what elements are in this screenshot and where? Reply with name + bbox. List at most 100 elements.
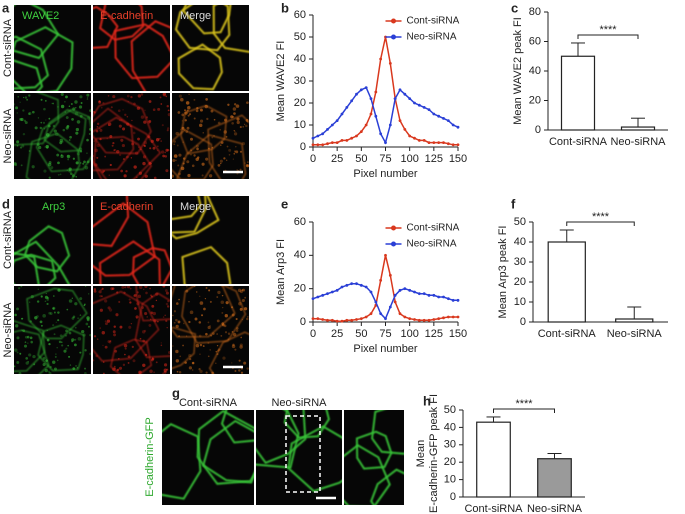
speckle bbox=[23, 96, 25, 99]
cell-outline bbox=[109, 338, 153, 374]
speckle bbox=[102, 344, 104, 347]
y-axis-label: Mean Arp3 peak FI bbox=[497, 226, 509, 319]
data-point bbox=[369, 97, 373, 100]
speckle bbox=[177, 111, 181, 114]
speckle bbox=[226, 145, 229, 148]
speckle bbox=[79, 351, 82, 354]
speckle bbox=[45, 292, 47, 295]
speckle bbox=[65, 95, 68, 99]
speckle bbox=[61, 344, 64, 347]
y-tick-label: 50 bbox=[514, 216, 526, 228]
speckle bbox=[128, 325, 132, 329]
speckle bbox=[86, 318, 90, 322]
speckle bbox=[139, 337, 142, 340]
y-axis-label: Mean WAVE2 peak FI bbox=[512, 17, 524, 125]
speckle bbox=[25, 357, 29, 360]
speckle bbox=[199, 369, 203, 373]
speckle bbox=[42, 363, 46, 367]
speckle bbox=[16, 351, 19, 354]
speckle bbox=[24, 96, 28, 99]
speckle bbox=[242, 288, 246, 292]
data-point bbox=[326, 127, 329, 131]
speckle bbox=[205, 157, 209, 161]
cell-outline bbox=[93, 5, 119, 49]
speckle bbox=[199, 123, 203, 128]
speckle bbox=[74, 302, 78, 306]
x-tick-label: Cont-siRNA bbox=[549, 136, 608, 148]
x-tick-label: 125 bbox=[425, 153, 443, 165]
speckle bbox=[21, 317, 23, 320]
data-line bbox=[313, 255, 458, 322]
speckle bbox=[100, 295, 103, 298]
speckle bbox=[216, 333, 218, 335]
speckle bbox=[72, 315, 76, 319]
speckle bbox=[143, 288, 145, 291]
speckle bbox=[207, 321, 210, 324]
micrograph bbox=[93, 286, 170, 374]
speckle bbox=[59, 141, 63, 145]
speckle bbox=[124, 353, 126, 356]
speckle bbox=[209, 300, 212, 303]
data-point bbox=[437, 317, 441, 321]
speckle bbox=[138, 286, 143, 289]
speckle bbox=[69, 135, 72, 139]
speckle bbox=[54, 355, 57, 358]
speckle bbox=[216, 319, 220, 323]
speckle bbox=[196, 147, 199, 151]
data-point bbox=[417, 318, 421, 322]
speckle bbox=[36, 315, 39, 318]
speckle bbox=[66, 154, 71, 159]
speckle bbox=[99, 308, 103, 312]
speckle bbox=[75, 176, 77, 178]
speckle bbox=[67, 158, 70, 161]
speckle bbox=[93, 288, 97, 291]
cell-outline bbox=[181, 245, 232, 284]
speckle bbox=[68, 105, 71, 108]
speckle bbox=[78, 105, 83, 109]
cell-outline bbox=[14, 59, 44, 91]
speckle bbox=[89, 109, 91, 113]
speckle bbox=[173, 154, 178, 158]
speckle bbox=[104, 320, 107, 323]
speckle bbox=[133, 165, 137, 169]
speckle bbox=[116, 369, 119, 372]
speckle bbox=[123, 174, 127, 178]
speckle bbox=[101, 331, 106, 335]
speckle bbox=[24, 121, 28, 125]
speckle bbox=[88, 293, 90, 295]
speckle bbox=[137, 294, 142, 298]
data-point bbox=[379, 312, 383, 316]
data-point bbox=[384, 253, 387, 257]
speckle bbox=[162, 372, 164, 374]
speckle bbox=[64, 100, 66, 103]
speckle bbox=[68, 331, 72, 335]
speckle bbox=[59, 334, 63, 338]
speckle bbox=[219, 159, 223, 163]
speckle bbox=[227, 332, 231, 336]
cell-outline bbox=[371, 410, 404, 455]
data-point bbox=[427, 108, 431, 111]
data-point bbox=[403, 92, 407, 96]
y-tick-label: 20 bbox=[294, 97, 306, 109]
speckle bbox=[48, 342, 51, 346]
data-point bbox=[345, 106, 349, 109]
speckle bbox=[193, 98, 196, 101]
y-tick-label: 20 bbox=[529, 94, 541, 106]
speckle bbox=[175, 359, 179, 363]
data-point bbox=[340, 319, 344, 323]
data-point bbox=[345, 318, 349, 322]
speckle bbox=[32, 354, 36, 359]
speckle bbox=[48, 371, 52, 374]
speckle bbox=[149, 369, 153, 374]
row-label: Neo-siRNA bbox=[2, 302, 14, 358]
speckle bbox=[75, 131, 79, 135]
micrograph bbox=[344, 410, 404, 505]
speckle bbox=[216, 296, 219, 298]
speckle bbox=[36, 300, 40, 303]
speckle bbox=[84, 286, 87, 287]
speckle bbox=[76, 120, 81, 124]
x-tick-label: 0 bbox=[310, 328, 316, 340]
speckle bbox=[45, 144, 49, 149]
speckle bbox=[246, 367, 249, 370]
data-point bbox=[311, 297, 315, 301]
